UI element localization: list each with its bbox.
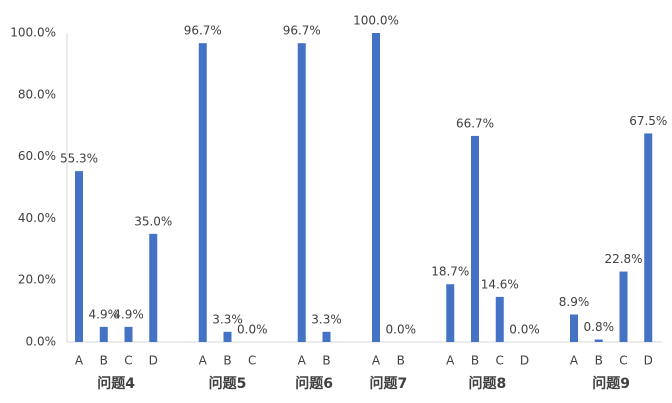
data-label: 8.9%	[559, 295, 590, 309]
x-tick-label: D	[149, 354, 158, 368]
group-label: 问题9	[592, 375, 630, 392]
y-tick-label: 60.0%	[18, 149, 56, 163]
x-tick-label: C	[124, 354, 132, 368]
x-tick-label: A	[446, 354, 455, 368]
data-label: 100.0%	[353, 14, 399, 28]
bar	[75, 171, 83, 342]
group-label: 问题6	[295, 375, 333, 392]
data-label: 96.7%	[283, 24, 321, 38]
bar	[594, 339, 603, 342]
bar	[223, 331, 232, 342]
x-tick-label: A	[372, 354, 381, 368]
data-label: 4.9%	[113, 307, 144, 321]
bar	[495, 296, 504, 342]
data-label: 14.6%	[481, 277, 519, 291]
x-tick-label: D	[644, 354, 653, 368]
data-label: 35.0%	[134, 214, 172, 228]
data-label: 22.8%	[604, 252, 642, 266]
y-tick-label: 0.0%	[26, 335, 57, 349]
bar	[149, 233, 158, 342]
bar	[124, 326, 133, 342]
group-label: 问题5	[209, 375, 247, 392]
data-label: 4.9%	[89, 307, 120, 321]
data-label: 55.3%	[60, 152, 98, 166]
data-label: 96.7%	[184, 24, 222, 38]
x-tick-label: B	[471, 354, 479, 368]
x-tick-label: A	[75, 354, 84, 368]
y-tick-label: 80.0%	[18, 87, 56, 101]
x-tick-label: C	[248, 354, 256, 368]
x-tick-label: A	[298, 354, 307, 368]
bar	[471, 135, 479, 342]
x-tick-label: A	[570, 354, 579, 368]
bar	[644, 133, 653, 342]
data-label: 67.5%	[629, 114, 667, 128]
x-tick-label: B	[223, 354, 231, 368]
group-label: 问题8	[469, 375, 507, 392]
x-tick-label: A	[199, 354, 208, 368]
bar	[619, 271, 628, 342]
group-label: 问题7	[370, 375, 408, 392]
bar	[446, 284, 455, 342]
x-tick-label: C	[496, 354, 504, 368]
bar	[570, 314, 578, 342]
data-label: 3.3%	[311, 312, 342, 326]
x-tick-label: B	[595, 354, 603, 368]
data-label: 0.0%	[386, 323, 417, 337]
bar	[372, 33, 380, 342]
group-label: 问题4	[97, 375, 135, 392]
bar	[198, 43, 207, 343]
data-label: 0.0%	[237, 323, 268, 337]
data-label: 66.7%	[456, 116, 494, 130]
bar	[99, 326, 108, 342]
y-tick-label: 40.0%	[18, 211, 56, 225]
data-label: 18.7%	[431, 265, 469, 279]
x-tick-label: B	[100, 354, 108, 368]
x-tick-label: B	[397, 354, 405, 368]
y-tick-label: 20.0%	[18, 273, 56, 287]
data-label: 0.8%	[584, 320, 615, 334]
x-tick-label: D	[520, 354, 529, 368]
data-label: 0.0%	[509, 323, 540, 337]
y-tick-label: 100.0%	[10, 26, 56, 40]
bar	[297, 43, 306, 343]
bar	[322, 331, 331, 342]
data-label: 3.3%	[212, 312, 243, 326]
x-tick-label: B	[322, 354, 330, 368]
x-tick-label: C	[619, 354, 627, 368]
